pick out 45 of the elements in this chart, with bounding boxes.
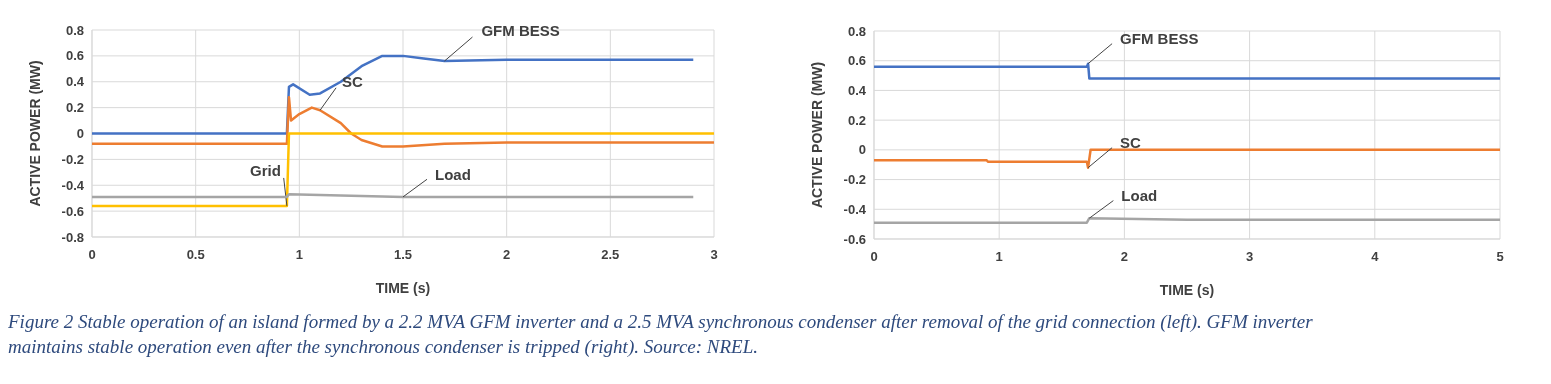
y-tick-label: -0.2: [843, 172, 866, 188]
x-axis-title: TIME (s): [375, 280, 431, 296]
x-tick-label: 1: [995, 249, 1003, 264]
y-axis-title: ACTIVE POWER (MW): [27, 60, 43, 207]
y-tick-label: 0.8: [847, 23, 866, 39]
series-label: Load: [435, 165, 471, 183]
x-tick-label: 3: [710, 247, 718, 262]
y-tick-label: -0.4: [61, 177, 85, 193]
x-tick-label: 1.5: [393, 247, 413, 262]
x-tick-label: 2: [503, 247, 511, 262]
x-tick-label: 2: [1120, 249, 1129, 264]
y-tick-label: 0.4: [847, 82, 867, 98]
y-tick-label: -0.4: [843, 201, 867, 217]
y-tick-label: -0.8: [61, 229, 84, 245]
text: GFM BESS: [1120, 29, 1199, 47]
caption: Figure 2 Stable operation of an island formed by a 2.2 MVA GFM inverter and a 2.5 MVA synchronous condenser after removal of the grid connection (left). GFM inverter maintains stable operation even after the synchronous condenser is tripped (right). Source: NREL.: [7, 311, 1314, 358]
x-tick-label: 0: [88, 247, 96, 262]
x-tick-label: 3: [1245, 249, 1254, 264]
y-tick-label: 0: [858, 142, 866, 158]
series-label: Load: [1121, 187, 1158, 205]
line-series: [90, 54, 695, 135]
x-tick-label: 2.5: [601, 247, 620, 262]
y-tick-label: -0.2: [61, 151, 84, 167]
x-tick-label: 5: [1496, 249, 1504, 264]
y-tick-label: 0.6: [847, 53, 866, 69]
series-label: GFM BESS: [481, 22, 560, 40]
series-label: SC: [342, 73, 364, 91]
y-tick-label: 0.6: [65, 48, 84, 64]
x-axis-title: TIME (s): [1159, 282, 1215, 298]
series-label: Grid: [250, 161, 281, 179]
y-tick-label: 0: [76, 126, 84, 142]
y-tick-label: 0.4: [65, 74, 85, 90]
y-tick-label: 0.2: [847, 112, 866, 128]
x-tick-label: 0: [870, 249, 878, 264]
x-tick-label: 1: [295, 247, 303, 262]
x-tick-label: 0.5: [186, 247, 205, 262]
y-tick-label: 0.8: [65, 22, 84, 38]
line-series: [872, 148, 1502, 169]
y-tick-label: -0.6: [61, 203, 84, 219]
line-series: [90, 96, 716, 148]
y-tick-label: 0.2: [65, 100, 84, 116]
y-axis-title: ACTIVE POWER (MW): [809, 61, 825, 209]
x-tick-label: 4: [1371, 249, 1380, 264]
series-label: SC: [1120, 133, 1142, 151]
y-tick-label: -0.6: [843, 231, 866, 247]
